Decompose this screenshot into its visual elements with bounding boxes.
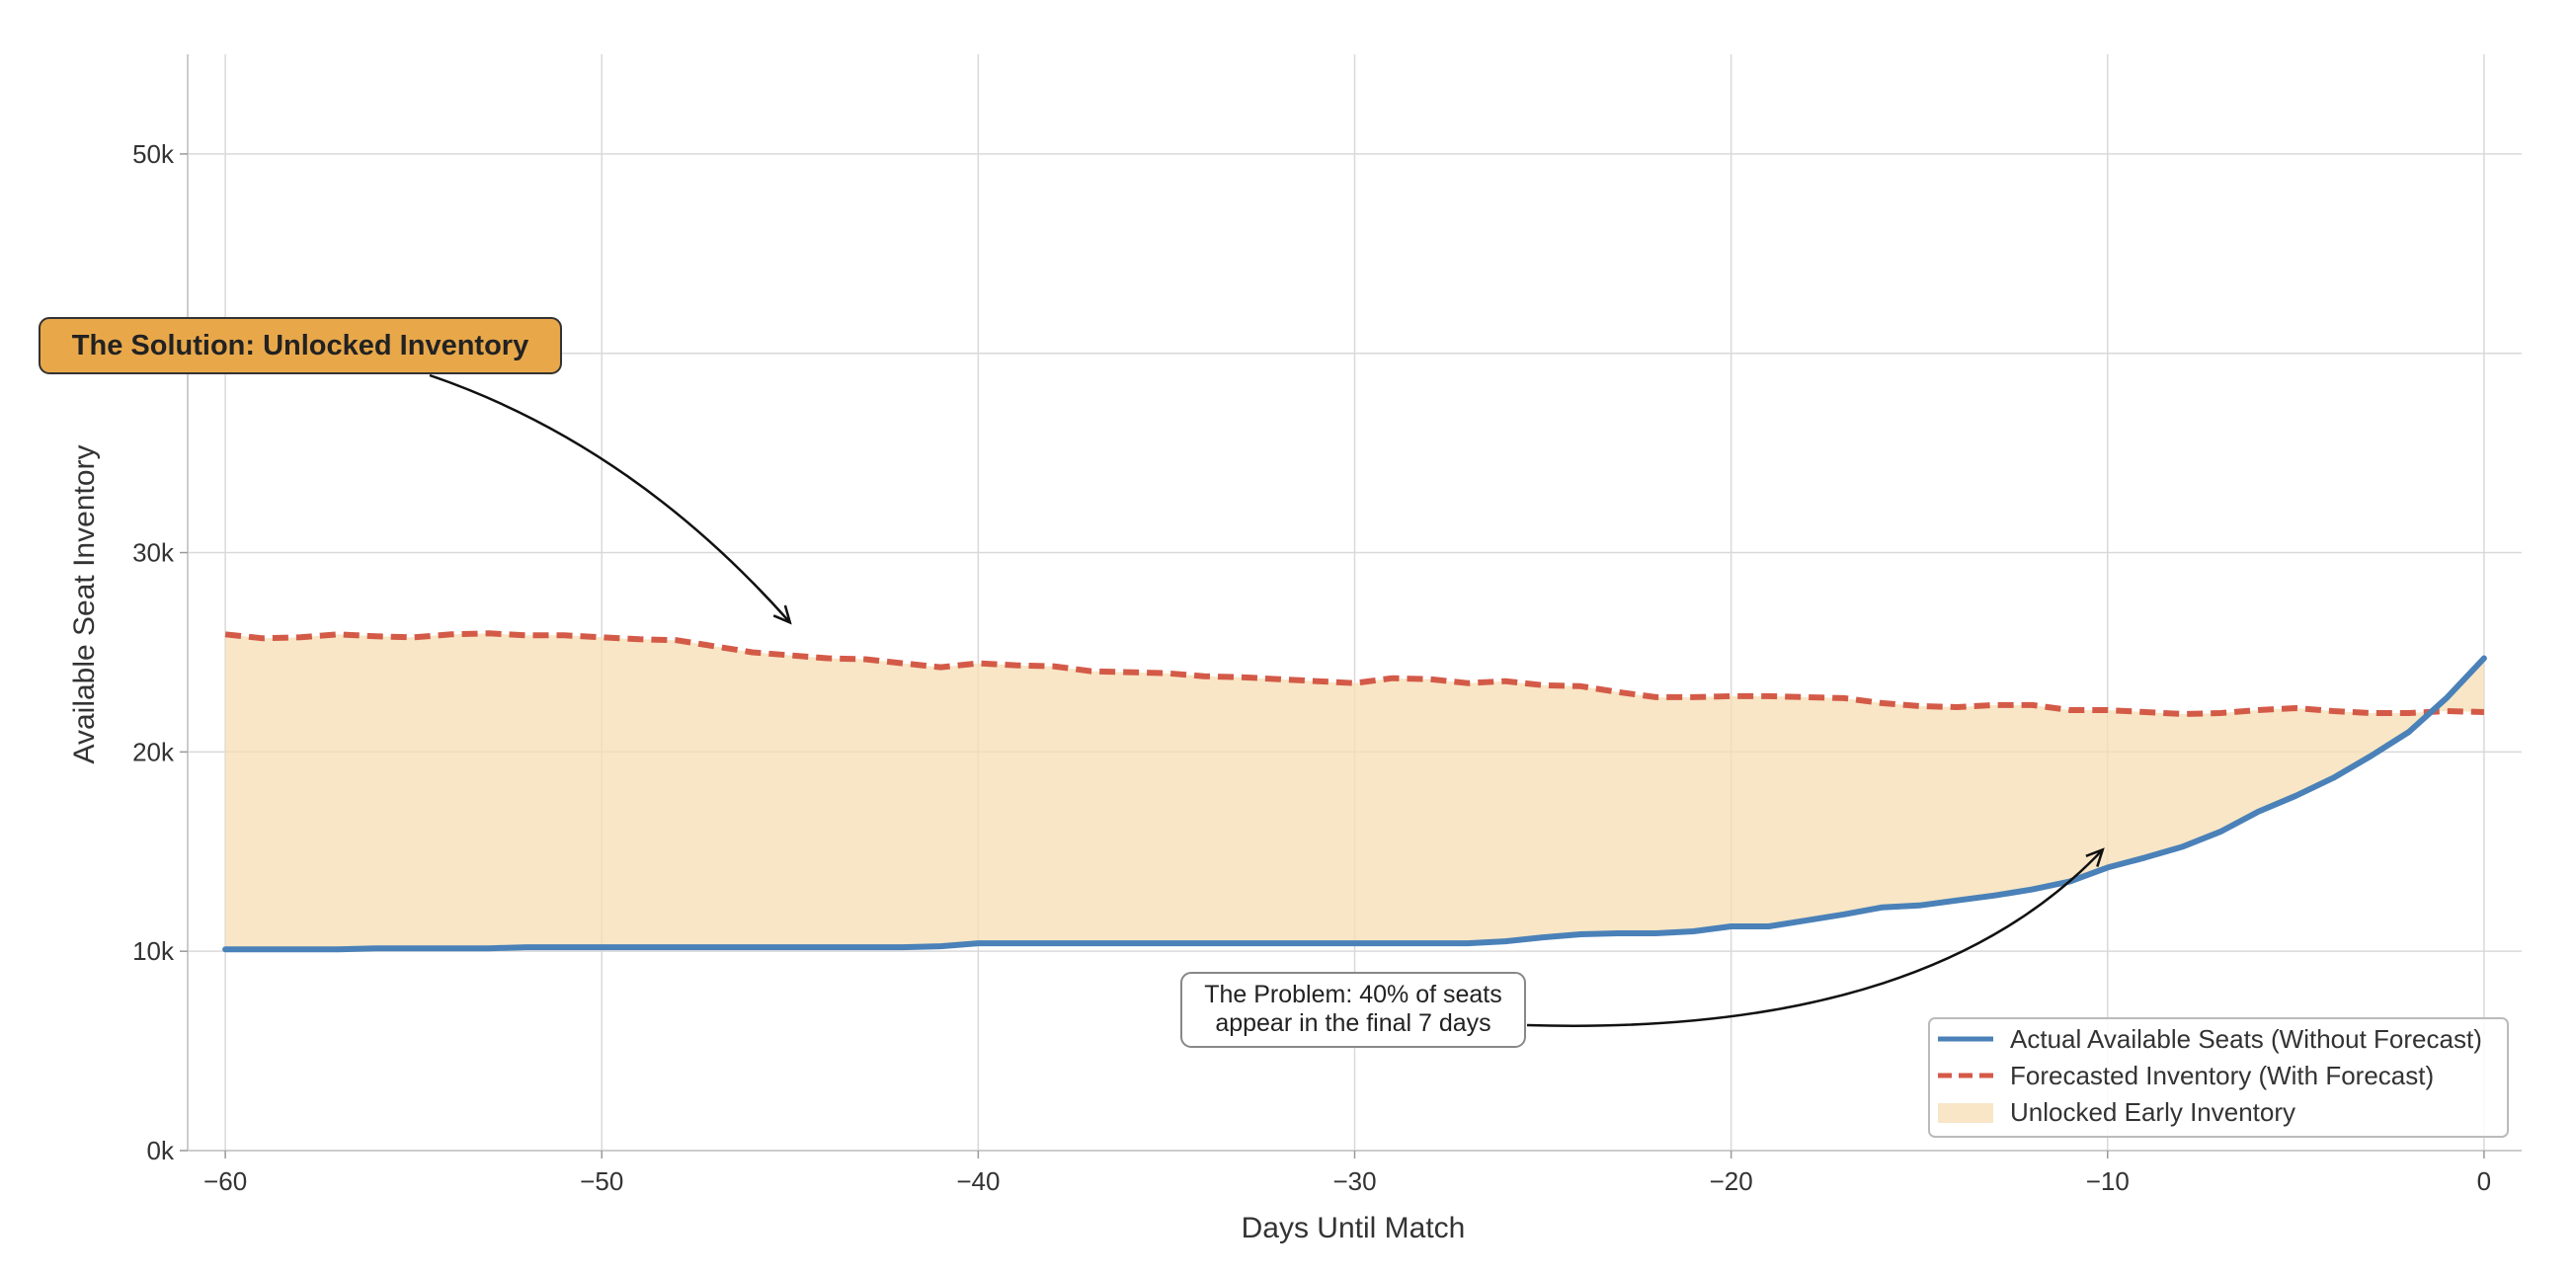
series-lines [222, 630, 2487, 953]
tick-labels: −60−50−40−30−20−1000k10k20k30k40k50k [132, 139, 2491, 1196]
y-axis-title: Available Seat Inventory [68, 445, 101, 764]
problem-arrow [1526, 848, 2104, 1027]
problem-box [1180, 972, 1526, 1048]
y-tick-label: 30k [132, 538, 175, 568]
solution-arrowhead [772, 604, 792, 625]
problem-label-line-1: The Problem: 40% of seats [1204, 981, 1502, 1008]
legend-swatch-fill [1938, 1103, 1993, 1123]
fill-area-group [225, 633, 2484, 950]
x-tick-label: 0 [2477, 1166, 2491, 1196]
problem-arrowhead [2085, 847, 2105, 867]
x-axis-title: Days Until Match [1242, 1212, 1466, 1244]
legend-label-forecast: Forecasted Inventory (With Forecast) [2010, 1061, 2434, 1090]
legend-label-fill: Unlocked Early Inventory [2010, 1097, 2295, 1127]
x-tick-label: −10 [2086, 1166, 2130, 1196]
x-tick-label: −20 [1710, 1166, 1753, 1196]
x-tick-label: −50 [580, 1166, 623, 1196]
problem-annotation: The Problem: 40% of seats appear in the … [1180, 847, 2105, 1048]
x-tick-label: −40 [956, 1166, 1000, 1196]
solution-label: The Solution: Unlocked Inventory [72, 330, 528, 361]
problem-label-line-2: appear in the final 7 days [1215, 1009, 1490, 1037]
x-tick-label: −60 [203, 1166, 247, 1196]
y-tick-label: 50k [132, 139, 175, 169]
legend: Actual Available Seats (Without Forecast… [1928, 1017, 2509, 1138]
series-line-forecast [224, 630, 2484, 717]
fill-area-unlocked-inventory [225, 633, 2484, 950]
y-tick-label: 20k [132, 737, 175, 766]
solution-arrow [429, 373, 791, 624]
x-tick-label: −30 [1332, 1166, 1376, 1196]
series-line-actual [222, 655, 2487, 953]
legend-label-actual: Actual Available Seats (Without Forecast… [2010, 1024, 2482, 1054]
y-tick-label: 0k [147, 1136, 175, 1165]
axes [180, 54, 2522, 1158]
solution-box [39, 317, 562, 374]
y-tick-label: 10k [132, 936, 175, 966]
legend-frame [1928, 1017, 2509, 1138]
solution-annotation: The Solution: Unlocked Inventory [39, 317, 792, 625]
